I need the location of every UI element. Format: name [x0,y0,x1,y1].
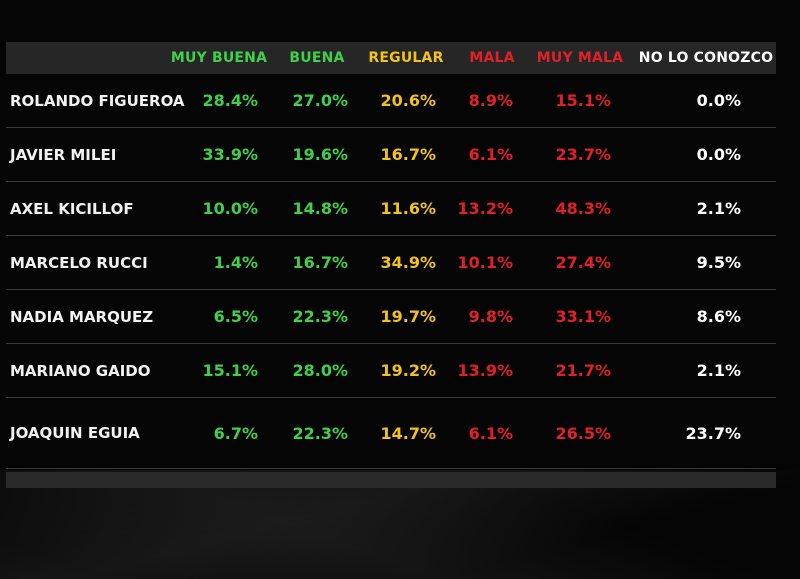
header-muy-buena: MUY BUENA [170,50,268,66]
value-mala: 9.8% [468,307,513,326]
value-mala: 13.9% [457,361,513,380]
value-mala: 6.1% [468,423,513,443]
table-row: JAVIER MILEI 33.9% 19.6% 16.7% 6.1% 23.7% 0.0% [6,128,776,182]
header-regular: REGULAR [368,50,444,66]
value-regular: 34.9% [380,253,436,272]
value-no-lo-conozco: 9.5% [696,253,741,272]
value-no-lo-conozco: 0.0% [696,91,741,110]
value-regular: 11.6% [380,199,436,218]
value-muy-buena: 1.4% [213,253,258,272]
candidate-name: NADIA MARQUEZ [10,307,154,326]
value-mala: 10.1% [457,253,513,272]
value-muy-mala: 15.1% [555,91,611,110]
value-regular: 19.7% [380,307,436,326]
table-row: MARCELO RUCCI 1.4% 16.7% 34.9% 10.1% 27.4% 9.5… [6,236,776,290]
candidate-name: MARIANO GAIDO [10,361,151,380]
value-muy-mala: 26.5% [555,423,611,443]
table-row: NADIA MARQUEZ 6.5% 22.3% 19.7% 9.8% 33.1% 8.6% [6,290,776,344]
value-muy-mala: 48.3% [555,199,611,218]
value-muy-mala: 27.4% [555,253,611,272]
header-buena: BUENA [289,50,345,66]
value-muy-mala: 21.7% [555,361,611,380]
value-no-lo-conozco: 8.6% [696,307,741,326]
table-row: JOAQUIN EGUIA 6.7% 22.3% 14.7% 6.1% 26.5% 23.7… [6,398,776,469]
table-body: ROLANDO FIGUEROA 28.4% 27.0% 20.6% 8.9% 15.1%… [6,74,776,469]
value-muy-mala: 33.1% [555,307,611,326]
value-regular: 16.7% [380,145,436,164]
background-decoration [0,470,800,579]
value-no-lo-conozco: 2.1% [696,199,741,218]
poll-table: MUY BUENA BUENA REGULAR MALA MUY MALA NO LO C… [6,42,776,469]
value-muy-buena: 10.0% [202,199,258,218]
value-no-lo-conozco: 2.1% [696,361,741,380]
value-regular: 19.2% [380,361,436,380]
value-buena: 19.6% [292,145,348,164]
value-no-lo-conozco: 23.7% [685,423,741,443]
value-mala: 6.1% [468,145,513,164]
value-buena: 14.8% [292,199,348,218]
candidate-name: AXEL KICILLOF [10,199,134,218]
value-muy-buena: 6.5% [213,307,258,326]
value-muy-buena: 6.7% [213,423,258,443]
value-regular: 14.7% [380,423,436,443]
value-mala: 13.2% [457,199,513,218]
value-buena: 28.0% [292,361,348,380]
candidate-name: ROLANDO FIGUEROA [10,91,185,110]
candidate-name: JAVIER MILEI [10,145,117,164]
value-no-lo-conozco: 0.0% [696,145,741,164]
value-muy-buena: 33.9% [202,145,258,164]
value-muy-buena: 28.4% [202,91,258,110]
value-buena: 22.3% [292,423,348,443]
table-header: MUY BUENA BUENA REGULAR MALA MUY MALA NO LO C… [6,42,776,74]
value-buena: 16.7% [292,253,348,272]
table-row: MARIANO GAIDO 15.1% 28.0% 19.2% 13.9% 21.7% 2.… [6,344,776,398]
candidate-name: JOAQUIN EGUIA [10,424,140,442]
header-muy-mala: MUY MALA [536,50,624,66]
value-buena: 27.0% [292,91,348,110]
value-buena: 22.3% [292,307,348,326]
footer-bar [6,472,776,488]
value-regular: 20.6% [380,91,436,110]
table-row: AXEL KICILLOF 10.0% 14.8% 11.6% 13.2% 48.3% 2.… [6,182,776,236]
table-row: ROLANDO FIGUEROA 28.4% 27.0% 20.6% 8.9% 15.1%… [6,74,776,128]
value-muy-mala: 23.7% [555,145,611,164]
candidate-name: MARCELO RUCCI [10,253,148,272]
header-no-lo-conozco: NO LO CONOZCO [638,50,774,66]
value-muy-buena: 15.1% [202,361,258,380]
header-mala: MALA [469,50,515,66]
value-mala: 8.9% [468,91,513,110]
